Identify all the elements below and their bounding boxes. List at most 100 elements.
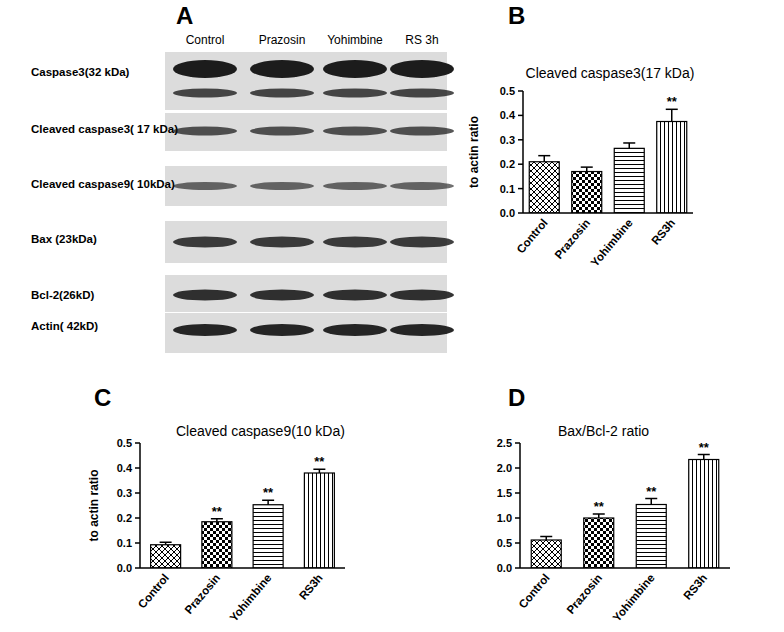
bar	[614, 148, 644, 213]
y-tick	[518, 188, 523, 190]
y-axis	[139, 443, 141, 568]
significance-mark: **	[667, 94, 678, 109]
y-axis-label: to actin ratio	[467, 116, 481, 188]
bar-chart: CCleaved caspase9(10 kDa)to actin ratio0…	[87, 384, 345, 624]
row-label: Caspase3(32 kDa)	[31, 66, 130, 78]
significance-mark: **	[314, 454, 325, 469]
figure: AControlPrazosinYohimbineRS 3hCaspase3(3…	[0, 0, 784, 632]
y-axis-label: to actin ratio	[87, 469, 101, 541]
blot-band	[250, 237, 314, 248]
lane-label: Control	[186, 33, 225, 47]
chart-title: Cleaved caspase3(17 kDa)	[526, 65, 695, 81]
y-tick	[135, 517, 140, 519]
y-tick-label: 0.0	[500, 207, 515, 219]
blot-band	[173, 127, 237, 136]
error-bar	[698, 455, 710, 460]
error-bar	[313, 469, 325, 473]
y-axis	[522, 91, 524, 213]
blot-band	[390, 290, 454, 301]
bar	[531, 540, 561, 568]
background	[0, 0, 784, 632]
lane-label: Prazosin	[259, 33, 306, 47]
error-bar	[262, 500, 274, 505]
blot-band	[323, 89, 387, 98]
chart-title: Bax/Bcl-2 ratio	[558, 423, 649, 439]
x-tick-label: RS3h	[681, 572, 709, 602]
error-bar	[581, 167, 593, 171]
blot-band	[250, 60, 314, 78]
error-bar	[211, 519, 223, 522]
x-tick-label: Control	[516, 572, 551, 611]
blot-band	[250, 324, 314, 336]
blot-band	[323, 182, 387, 190]
y-tick-label: 0.2	[500, 158, 515, 170]
bar	[584, 518, 614, 568]
y-tick-label: 0.3	[117, 487, 132, 499]
bar	[253, 505, 283, 568]
blot-band	[323, 237, 387, 248]
x-tick-label: RS3h	[297, 572, 325, 602]
y-tick	[515, 492, 520, 494]
y-tick	[518, 90, 523, 92]
blot-band	[323, 290, 387, 301]
blot-band	[323, 324, 387, 336]
y-tick	[135, 542, 140, 544]
y-tick	[518, 139, 523, 141]
significance-mark: **	[212, 504, 223, 519]
y-tick-label: 2.5	[497, 437, 512, 449]
y-tick-label: 1.0	[497, 512, 512, 524]
blot-band	[173, 324, 237, 336]
blot-band	[390, 237, 454, 248]
x-tick-label: Control	[514, 217, 549, 256]
bar	[689, 460, 719, 569]
significance-mark: **	[594, 499, 605, 514]
error-bar	[645, 499, 657, 505]
y-tick-label: 0.1	[117, 537, 132, 549]
y-tick	[135, 442, 140, 444]
y-tick	[135, 492, 140, 494]
y-tick-label: 0.0	[497, 562, 512, 574]
bars	[531, 455, 719, 569]
y-tick	[515, 467, 520, 469]
bar	[202, 522, 232, 568]
significance-mark: **	[699, 440, 710, 455]
x-tick-label: Control	[136, 572, 171, 611]
significance-mark: **	[646, 484, 657, 499]
y-tick-label: 0.1	[500, 183, 515, 195]
blot-band	[390, 89, 454, 98]
blot-band	[390, 127, 454, 136]
y-tick	[515, 567, 520, 569]
y-axis	[519, 443, 521, 568]
bar	[529, 162, 559, 213]
blot-band	[390, 324, 454, 336]
x-tick-label: Yohimbine	[610, 572, 656, 624]
bars	[529, 109, 687, 213]
error-bar	[540, 537, 552, 541]
blot-band	[250, 182, 314, 190]
x-tick-label: Prazosin	[552, 217, 592, 261]
bar	[572, 172, 602, 213]
error-bar	[593, 514, 605, 518]
bars	[151, 469, 335, 568]
y-tick	[515, 542, 520, 544]
blot-band	[173, 60, 237, 78]
bar-chart: BCleaved caspase3(17 kDa)to actin ratio0…	[467, 2, 694, 269]
y-tick	[515, 442, 520, 444]
blot-band	[323, 60, 387, 78]
bar	[636, 505, 666, 569]
blot-strip	[165, 52, 447, 110]
x-tick-label: RS3h	[649, 217, 677, 247]
x-tick-label: Yohimbine	[588, 217, 634, 269]
blot-band	[323, 127, 387, 136]
bar	[657, 122, 687, 214]
row-label: Cleaved caspase3( 17 kDa)	[31, 123, 178, 135]
error-bar	[538, 156, 550, 162]
y-tick	[515, 517, 520, 519]
blot-band	[173, 89, 237, 98]
y-tick	[518, 163, 523, 165]
y-tick-label: 0.5	[117, 437, 132, 449]
blot-band	[173, 237, 237, 248]
y-tick-label: 0.5	[500, 85, 515, 97]
bar	[151, 545, 181, 568]
bar	[304, 473, 334, 568]
